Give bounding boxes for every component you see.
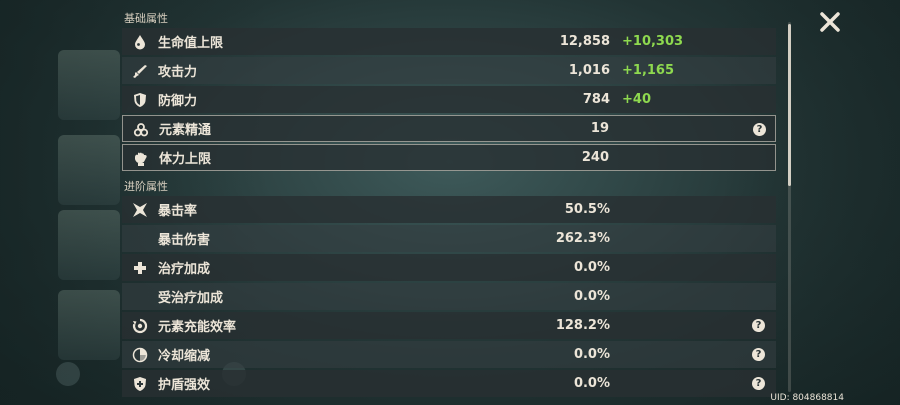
character-card xyxy=(58,50,120,120)
cooldown-icon xyxy=(132,347,148,363)
help-icon[interactable]: ? xyxy=(753,123,766,136)
help-icon[interactable]: ? xyxy=(752,377,765,390)
stat-value: 0.0% xyxy=(573,347,610,362)
stat-label: 生命值上限 xyxy=(158,36,224,51)
character-card xyxy=(58,135,120,205)
shield-icon xyxy=(132,92,148,108)
sword-icon xyxy=(132,63,148,79)
stat-label: 元素精通 xyxy=(159,123,212,138)
stat-row-crit-rate: 暴击率 50.5% xyxy=(122,196,776,223)
stat-bonus: +1,165 xyxy=(622,63,675,78)
help-icon[interactable]: ? xyxy=(752,348,765,361)
stat-label: 护盾强效 xyxy=(158,378,211,393)
stat-label: 暴击率 xyxy=(158,204,198,219)
scrollbar-track[interactable] xyxy=(788,22,791,392)
attributes-panel: 基础属性 生命值上限 12,858 +10,303 攻击力 1,016 +1,1… xyxy=(122,0,778,405)
stat-row-atk: 攻击力 1,016 +1,165 xyxy=(122,57,776,84)
elemental-mastery-icon xyxy=(133,122,149,138)
stat-row-elemental-mastery[interactable]: 元素精通 19 ? xyxy=(122,115,776,142)
droplet-icon xyxy=(132,34,148,50)
stat-label: 冷却缩减 xyxy=(158,349,211,364)
stat-label: 受治疗加成 xyxy=(158,291,224,306)
stat-label: 体力上限 xyxy=(159,152,212,167)
stat-label: 治疗加成 xyxy=(158,262,211,277)
stat-row-hp: 生命值上限 12,858 +10,303 xyxy=(122,28,776,55)
stat-row-incoming-healing: 受治疗加成 0.0% xyxy=(122,283,776,310)
stat-bonus: +10,303 xyxy=(622,34,684,49)
help-icon[interactable]: ? xyxy=(752,319,765,332)
stat-label: 攻击力 xyxy=(158,65,198,80)
stat-row-shield-strength: 护盾强效 0.0% ? xyxy=(122,370,776,397)
stat-value: 12,858 xyxy=(559,34,610,49)
stat-row-stamina[interactable]: 体力上限 240 xyxy=(122,144,776,171)
stat-value: 1,016 xyxy=(568,63,610,78)
section-title-basic: 基础属性 xyxy=(124,12,168,25)
stat-row-cd-reduction: 冷却缩减 0.0% ? xyxy=(122,341,776,368)
close-icon xyxy=(820,12,840,32)
stat-value: 0.0% xyxy=(573,289,610,304)
character-card xyxy=(58,210,120,280)
close-button[interactable] xyxy=(818,10,842,34)
character-card xyxy=(58,290,120,360)
stat-value: 240 xyxy=(581,150,609,165)
stamina-icon xyxy=(133,151,149,167)
crit-rate-icon xyxy=(132,202,148,218)
energy-recharge-icon xyxy=(132,318,148,334)
stat-value: 0.0% xyxy=(573,260,610,275)
filter-button[interactable] xyxy=(56,362,80,386)
stat-row-healing-bonus: 治疗加成 0.0% xyxy=(122,254,776,281)
stat-label: 防御力 xyxy=(158,94,198,109)
stat-label: 元素充能效率 xyxy=(158,320,237,335)
section-title-advanced: 进阶属性 xyxy=(124,180,168,193)
healing-cross-icon xyxy=(132,260,148,276)
stat-row-crit-dmg: 暴击伤害 262.3% xyxy=(122,225,776,252)
stat-row-def: 防御力 784 +40 xyxy=(122,86,776,113)
stat-bonus: +40 xyxy=(622,92,651,107)
stat-value: 19 xyxy=(590,121,609,136)
stat-value: 262.3% xyxy=(555,231,610,246)
stat-value: 784 xyxy=(582,92,610,107)
uid-label: UID: 804868814 xyxy=(770,393,844,403)
stat-value: 0.0% xyxy=(573,376,610,391)
stat-label: 暴击伤害 xyxy=(158,233,211,248)
stat-value: 128.2% xyxy=(555,318,610,333)
shield-strength-icon xyxy=(132,376,148,392)
stat-row-energy-recharge: 元素充能效率 128.2% ? xyxy=(122,312,776,339)
scrollbar-thumb[interactable] xyxy=(788,24,791,186)
stat-value: 50.5% xyxy=(564,202,610,217)
